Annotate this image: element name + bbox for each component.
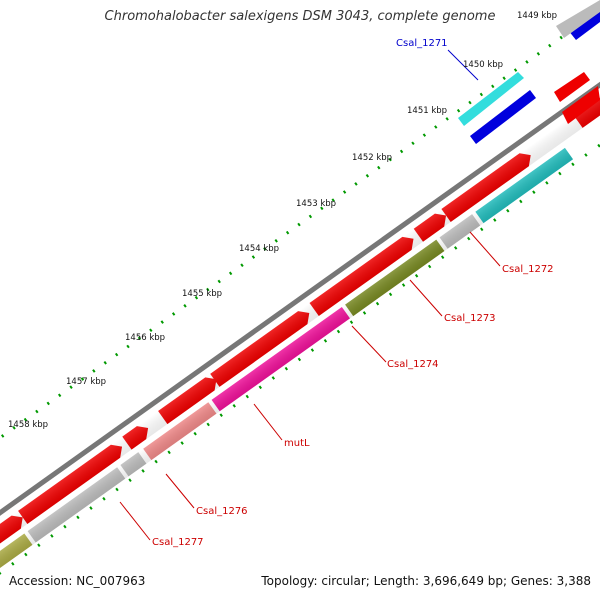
feature-red-right-2 [562, 86, 600, 124]
genome-stats-text: Topology: circular; Length: 3,696,649 bp… [261, 574, 591, 588]
feature-red-right-1 [554, 72, 590, 102]
accession-text: Accession: NC_007963 [9, 574, 146, 588]
map-title: Chromohalobacter salexigens DSM 3043, co… [104, 9, 496, 24]
gene-label-csal-1277: Csal_1277 [152, 537, 204, 548]
genome-backbone [0, 53, 600, 546]
scale-label-1452: 1452 kbp [352, 153, 392, 163]
gene-label-csal-1272: Csal_1272 [502, 264, 554, 275]
scale-label-1456: 1456 kbp [125, 333, 165, 343]
gene-features [0, 147, 574, 569]
gene-label-csal-1274: Csal_1274 [387, 359, 439, 370]
scale-label-1457: 1457 kbp [66, 377, 106, 387]
feature-grey-top [556, 0, 600, 38]
scale-label-1451: 1451 kbp [407, 106, 447, 116]
scale-labels: 1449 kbp 1450 kbp 1451 kbp 1452 kbp 1453… [8, 11, 557, 430]
scale-label-1455: 1455 kbp [182, 289, 222, 299]
scale-label-1453: 1453 kbp [296, 199, 336, 209]
scale-label-1454: 1454 kbp [239, 244, 279, 254]
scale-label-1450: 1450 kbp [463, 60, 503, 70]
gene-label-csal-1273: Csal_1273 [444, 313, 496, 324]
leader-lines [119, 49, 501, 541]
scale-label-1449: 1449 kbp [517, 11, 557, 21]
feature-blue-1 [470, 90, 536, 144]
upper-features [458, 0, 600, 144]
feature-Csal_1271 [458, 72, 524, 126]
gene-label-csal-1271: Csal_1271 [396, 38, 448, 49]
scale-label-1458: 1458 kbp [8, 420, 48, 430]
gene-label-csal-1276: Csal_1276 [196, 506, 248, 517]
gene-labels: Csal_1271 Csal_1272 Csal_1273 Csal_1274 … [152, 38, 554, 548]
scale-ticks [0, 4, 600, 495]
gene-label-mutl: mutL [284, 438, 310, 449]
